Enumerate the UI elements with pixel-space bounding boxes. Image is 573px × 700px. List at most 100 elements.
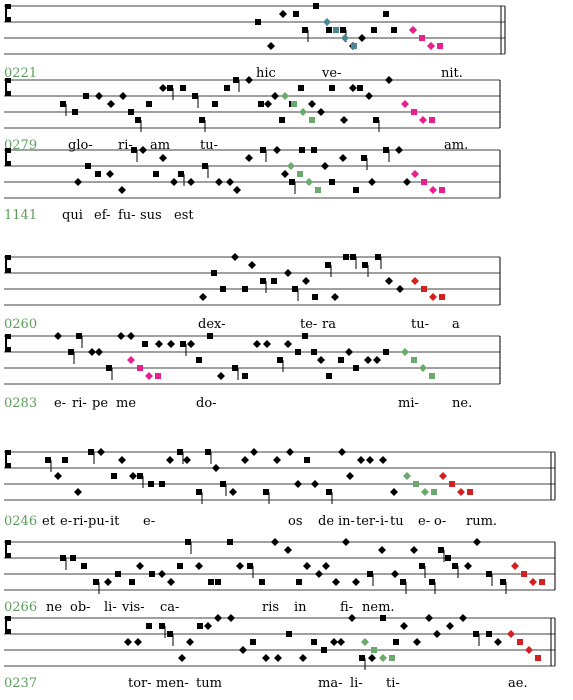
syllable: ra xyxy=(322,317,336,332)
neume-rhombus xyxy=(378,546,386,554)
neume-rhombus xyxy=(303,562,311,570)
neume-rhombus xyxy=(241,456,249,464)
neume-rhombus xyxy=(287,162,295,170)
neume-punctum xyxy=(311,349,317,355)
syllable: dex- xyxy=(198,317,226,332)
neume-rhombus xyxy=(340,116,348,124)
syllable: tu- xyxy=(200,138,218,153)
neume-punctum xyxy=(333,27,339,33)
neume-punctum xyxy=(473,631,479,637)
neume-punctum xyxy=(196,489,202,495)
system-number: 0260 xyxy=(4,317,38,332)
neume-punctum xyxy=(180,85,186,91)
neume-rhombus xyxy=(74,488,82,496)
neume-punctum xyxy=(247,563,253,569)
neume-rhombus xyxy=(346,472,354,480)
neume-rhombus xyxy=(145,372,153,380)
syllable: tor- xyxy=(128,676,152,691)
syllable: de xyxy=(318,514,335,529)
neume-punctum xyxy=(220,286,226,292)
neume-rhombus xyxy=(525,646,533,654)
syllable: tu xyxy=(390,514,404,529)
neume-punctum xyxy=(429,117,435,123)
neume-punctum xyxy=(350,254,356,260)
neume-punctum xyxy=(298,85,304,91)
staff-8 xyxy=(4,614,556,670)
neume-rhombus xyxy=(409,26,417,34)
neume-punctum xyxy=(233,77,239,83)
neume-punctum xyxy=(445,555,451,561)
neume-rhombus xyxy=(139,146,147,154)
neume-rhombus xyxy=(118,186,126,194)
neume-punctum xyxy=(215,579,221,585)
neume-punctum xyxy=(326,373,332,379)
neume-punctum xyxy=(178,171,184,177)
neume-punctum xyxy=(286,631,292,637)
neume-rhombus xyxy=(239,646,247,654)
neume-rhombus xyxy=(366,456,374,464)
neume-rhombus xyxy=(421,488,429,496)
neume-rhombus xyxy=(104,578,112,586)
neume-rhombus xyxy=(494,638,502,646)
neume-punctum xyxy=(521,571,527,577)
neume-punctum xyxy=(81,563,87,569)
syllable: men- xyxy=(156,676,189,691)
neume-punctum xyxy=(380,615,386,621)
neume-rhombus xyxy=(379,654,387,662)
syllable: pu- xyxy=(88,514,110,529)
neume-rhombus xyxy=(166,456,174,464)
neume-rhombus xyxy=(271,538,279,546)
neume-punctum xyxy=(353,187,359,193)
colored-neume-group xyxy=(403,472,437,496)
neume-rhombus xyxy=(229,488,237,496)
neume-punctum xyxy=(177,449,183,455)
neume-rhombus xyxy=(118,456,126,464)
neume-rhombus xyxy=(262,654,270,662)
syllable: ri- xyxy=(118,138,133,153)
neume-punctum xyxy=(202,163,208,169)
syllable: ma- xyxy=(318,676,343,691)
neume-rhombus xyxy=(390,488,398,496)
neume-punctum xyxy=(411,109,417,115)
neume-punctum xyxy=(279,117,285,123)
neume-rhombus xyxy=(107,100,115,108)
neume-rhombus xyxy=(263,340,271,348)
syllable: glo- xyxy=(68,138,93,153)
neume-rhombus xyxy=(159,154,167,162)
neume-punctum xyxy=(438,547,444,553)
neume-rhombus xyxy=(284,546,292,554)
neume-punctum xyxy=(211,270,217,276)
neume-rhombus xyxy=(332,578,340,586)
syllable: ne. xyxy=(452,396,473,411)
neume-punctum xyxy=(315,187,321,193)
neume-punctum xyxy=(142,341,148,347)
syllable: i- xyxy=(380,514,389,529)
neume-punctum xyxy=(429,579,435,585)
neume-punctum xyxy=(135,117,141,123)
colored-neume-group xyxy=(127,356,161,380)
neume-rhombus xyxy=(217,372,225,380)
neume-rhombus xyxy=(134,638,142,646)
neume-rhombus xyxy=(212,464,220,472)
neume-rhombus xyxy=(127,356,135,364)
c-clef-icon xyxy=(5,616,11,634)
neume-rhombus xyxy=(419,364,427,372)
colored-neume-group xyxy=(401,348,435,379)
neume-punctum xyxy=(205,449,211,455)
neume-rhombus xyxy=(357,456,365,464)
neume-punctum xyxy=(329,179,335,185)
neume-punctum xyxy=(93,579,99,585)
neume-rhombus xyxy=(322,562,330,570)
neume-rhombus xyxy=(411,170,419,178)
neume-rhombus xyxy=(155,340,163,348)
neume-rhombus xyxy=(248,261,256,269)
syllable: am. xyxy=(444,138,469,153)
neume-rhombus xyxy=(274,654,282,662)
neume-rhombus xyxy=(349,84,357,92)
c-clef-icon xyxy=(5,148,11,166)
syllable: ri- xyxy=(73,514,88,529)
neume-rhombus xyxy=(339,154,347,162)
neume-rhombus xyxy=(401,348,409,356)
c-clef-icon xyxy=(5,255,11,273)
neume-rhombus xyxy=(459,614,467,622)
